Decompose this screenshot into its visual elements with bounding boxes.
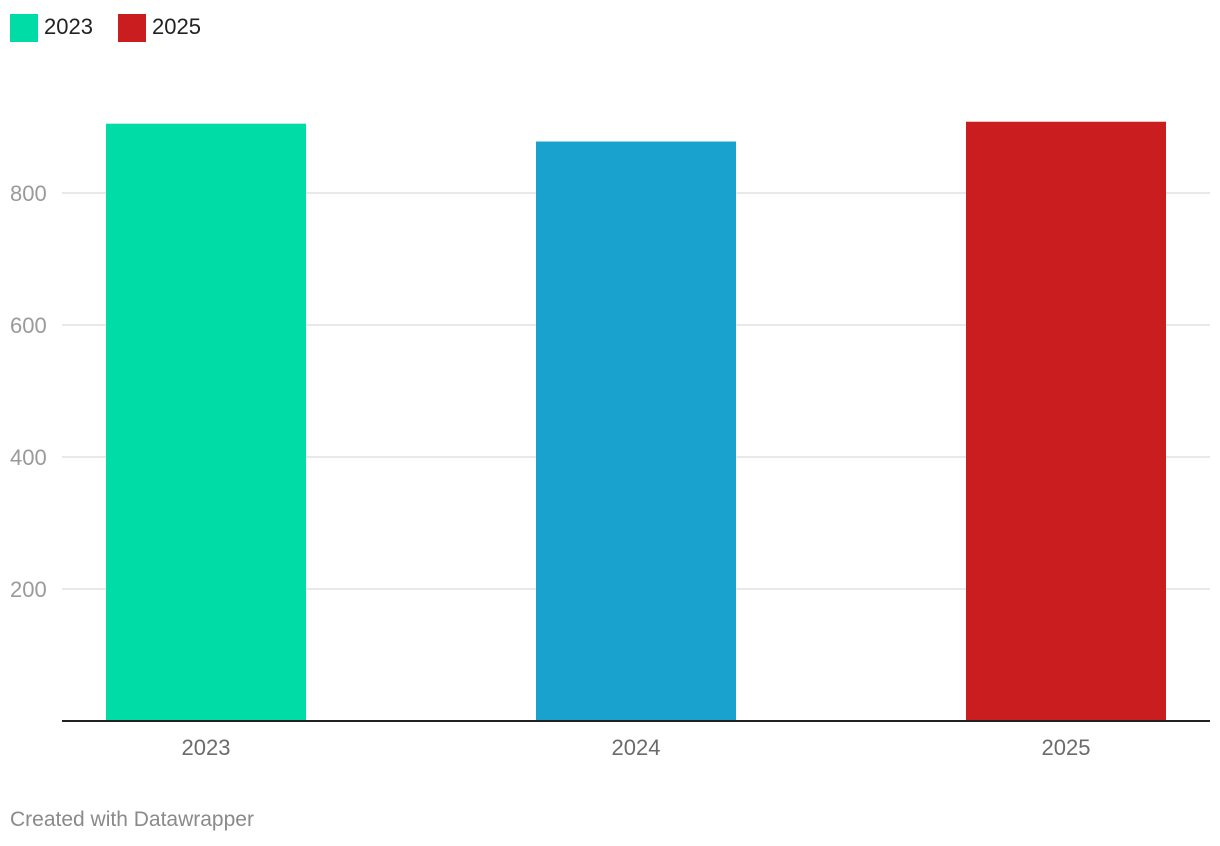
x-tick-label-2025: 2025 (1042, 735, 1091, 760)
legend-label-2023: 2023 (44, 14, 93, 39)
legend-swatch-2025 (118, 14, 146, 42)
y-tick-label-200: 200 (10, 577, 47, 602)
x-tick-label-2023: 2023 (182, 735, 231, 760)
legend: 2023 2025 (10, 14, 201, 42)
legend-label-2025: 2025 (152, 14, 201, 39)
bar-2023 (106, 123, 306, 721)
x-tick-label-2024: 2024 (612, 735, 661, 760)
bar-2024 (536, 141, 736, 721)
y-tick-label-400: 400 (10, 445, 47, 470)
y-tick-label-800: 800 (10, 181, 47, 206)
x-axis-labels: 2023 2024 2025 (182, 735, 1091, 760)
bars (106, 121, 1166, 722)
credit-text: Created with Datawrapper (10, 808, 254, 831)
legend-swatch-2023 (10, 14, 38, 42)
y-tick-label-600: 600 (10, 313, 47, 338)
bar-2025 (966, 121, 1166, 722)
